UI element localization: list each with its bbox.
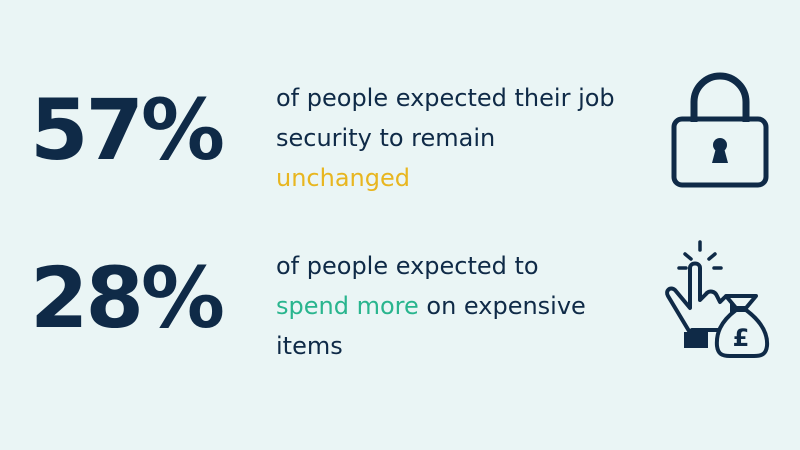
stat-highlight-text: spend more <box>276 292 419 320</box>
padlock-icon <box>668 70 772 190</box>
stat-percentage: 28% <box>30 249 225 347</box>
stat-description-text: of people expected their job security to… <box>276 84 615 152</box>
pound-sign: £ <box>733 324 750 352</box>
hand-money-bag-pound-icon: £ <box>662 238 774 362</box>
stat-description: of people expected their job security to… <box>276 78 656 198</box>
stat-description-text: on expensive items <box>276 292 586 360</box>
stat-description-text: of people expected to <box>276 252 539 280</box>
stat-percentage: 57% <box>30 81 225 179</box>
stat-highlight-text: unchanged <box>276 164 410 192</box>
stat-description: of people expected to spend more on expe… <box>276 246 656 366</box>
